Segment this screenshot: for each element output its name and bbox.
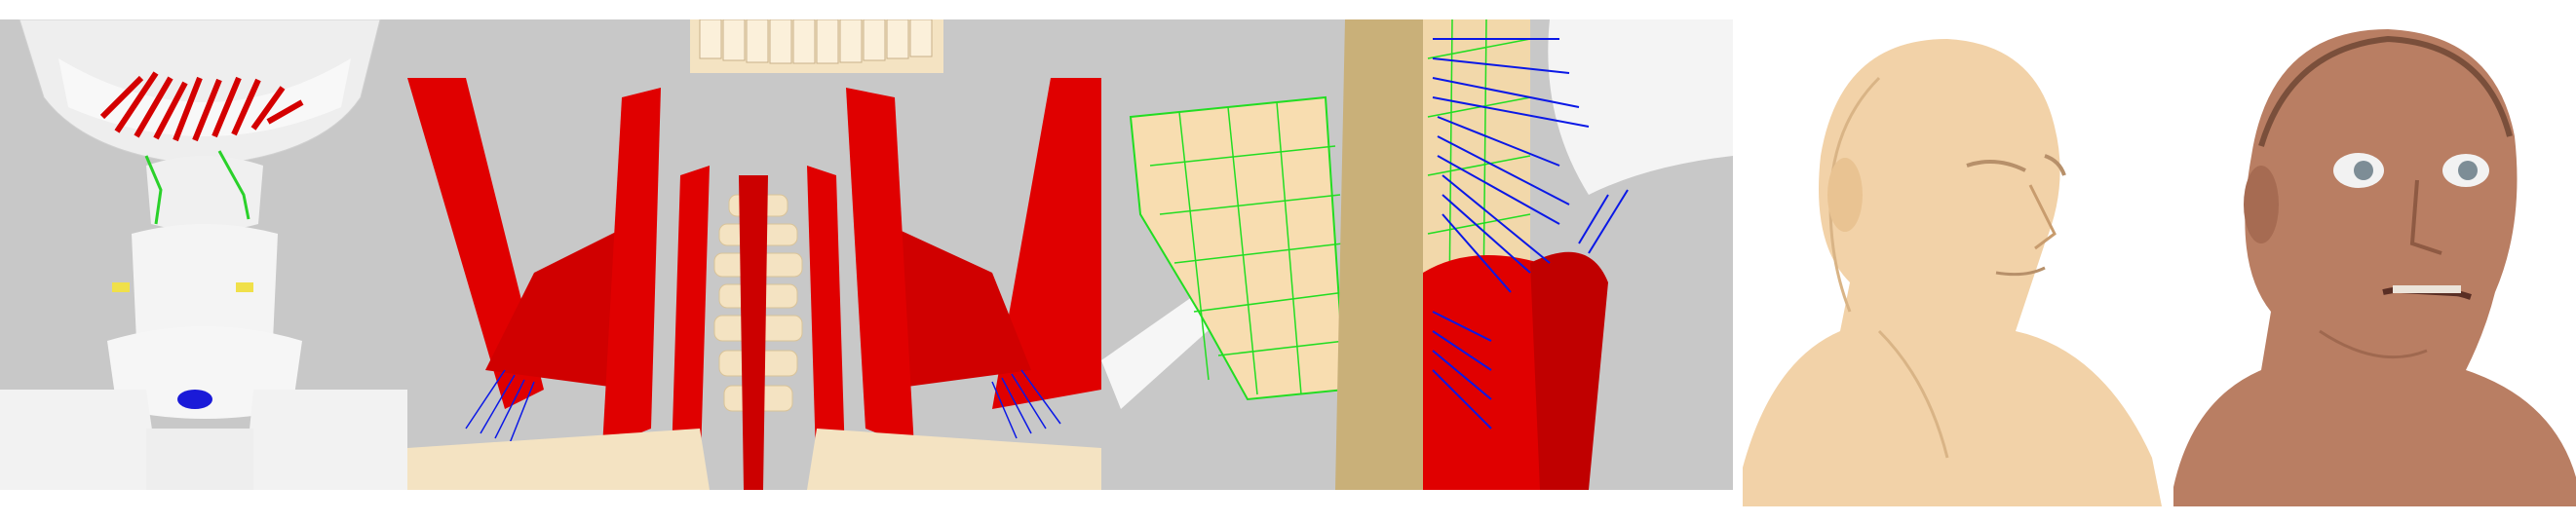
jaw-shading	[2319, 329, 2428, 359]
nose	[2028, 184, 2057, 250]
ear	[2244, 166, 2279, 243]
yellow-marker	[236, 282, 253, 292]
yellow-marker	[112, 282, 130, 292]
mesh-grid-left	[1149, 101, 1346, 395]
panel-5-render	[2173, 10, 2576, 506]
panel-1-posterior-neck-view	[0, 19, 407, 490]
clavicle-right	[244, 390, 407, 490]
nose	[2409, 179, 2442, 255]
ear	[1827, 158, 1863, 232]
clavicle-left	[0, 390, 161, 490]
eye-right	[2044, 154, 2066, 176]
clavicle-right	[807, 429, 1101, 490]
teeth	[2393, 285, 2461, 293]
cervical-vertebra-c2	[132, 224, 278, 351]
scalp-hairline	[2258, 35, 2513, 147]
eye-left-iris	[2354, 161, 2373, 180]
panel-4-render	[1733, 10, 2162, 506]
suprahyoid-muscle-fibers	[99, 71, 304, 142]
sternocleidomastoid-right	[846, 88, 914, 448]
sternothyroid	[739, 175, 768, 490]
panel-2-render	[407, 19, 1101, 490]
blue-marker	[177, 390, 212, 409]
head-torso-silhouette	[2173, 29, 2576, 506]
eye-left	[1966, 160, 2026, 172]
panel-3-render	[1101, 19, 1733, 490]
head-torso-silhouette	[1743, 39, 2162, 506]
sternohyoid-left	[671, 166, 710, 490]
panel-1-render	[0, 19, 407, 490]
tan-muscle-strip	[1335, 19, 1423, 490]
neck-shading	[1877, 329, 1949, 459]
muscle-right-outer	[992, 78, 1101, 409]
eye-right-iris	[2458, 161, 2478, 180]
panel-2-anterior-neck-muscles	[407, 19, 1101, 490]
hyoid-bone	[146, 156, 263, 232]
fiber-lines	[1432, 38, 1629, 430]
red-muscle-left	[1423, 255, 1559, 490]
panel-3-muscle-mesh-closeup	[1101, 19, 1733, 490]
mesh-patch-left	[1129, 95, 1347, 401]
sternocleidomastoid-left	[602, 88, 661, 448]
clavicle-left	[407, 429, 710, 490]
muscle-fiber-lines	[465, 369, 1061, 444]
panel-4-base-head-mesh	[1733, 10, 2162, 506]
teeth	[699, 19, 933, 64]
mandible-shape	[1548, 19, 1733, 195]
vertebra-c4	[146, 429, 253, 490]
sternohyoid-right	[807, 166, 846, 490]
red-muscle-right	[1530, 251, 1608, 490]
mouth	[1995, 266, 2046, 277]
bone-rod	[1101, 292, 1218, 409]
panel-5-textured-head	[2173, 10, 2576, 506]
